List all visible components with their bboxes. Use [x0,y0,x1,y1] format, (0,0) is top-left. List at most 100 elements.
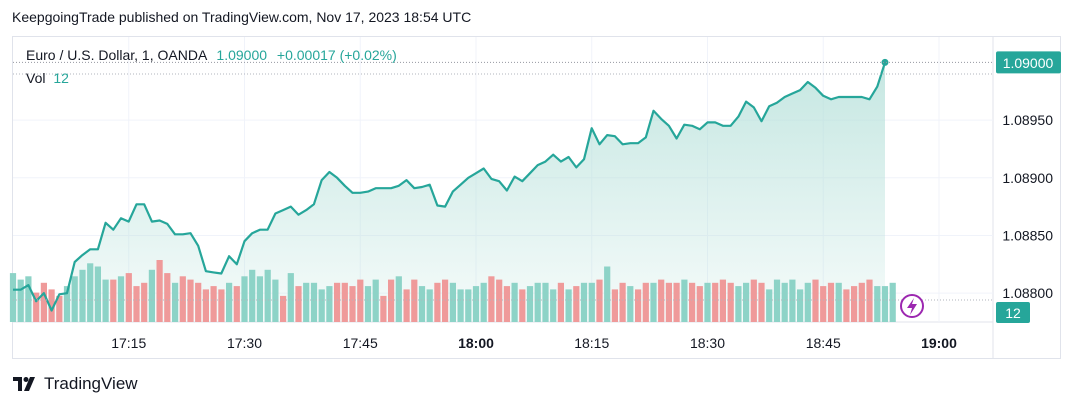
volume-bar [812,279,819,322]
volume-bar [580,282,588,322]
volume-bar [318,289,325,322]
last-price-tag-label: 1.09000 [1003,55,1054,71]
volume-bar [280,295,287,322]
x-tick-label: 18:30 [690,335,725,351]
volume-bar [781,282,788,322]
volume-bar [326,286,333,322]
volume-bar [79,269,86,322]
volume-bar [249,269,256,322]
volume-bar [357,279,364,322]
volume-bar [820,286,827,322]
volume-bar [565,289,572,322]
volume-bar [94,266,101,322]
volume-bar [434,282,441,322]
volume-bar [650,282,657,322]
y-tick-label: 1.08950 [1002,112,1053,128]
volume-bar [627,286,634,322]
volume-bar [48,289,55,322]
volume-bar [665,282,672,322]
volume-bar [210,286,217,322]
volume-bar [719,279,726,322]
volume-bar [187,279,194,322]
price-line [13,62,887,312]
volume-bar [642,282,649,322]
volume-legend-value: 12 [53,70,69,86]
symbol-title: Euro / U.S. Dollar, 1, OANDA [26,47,207,63]
volume-bar [125,273,132,322]
footer: TradingView [13,374,138,394]
volume-bar [789,279,796,322]
volume-bar [804,282,811,322]
volume-bar [233,286,240,322]
volume-bar [488,276,495,322]
volume-bar [442,279,449,322]
volume-bar [773,279,781,322]
volume-bar [727,282,734,322]
volume-bar [380,295,387,322]
volume-bar [526,286,534,322]
volume-bar [364,286,372,322]
volume-bar [9,273,17,322]
volume-bar [172,282,179,322]
x-tick-label: 17:45 [343,335,378,351]
last-volume-tag-label: 12 [1005,305,1021,321]
price-area [13,62,885,323]
x-tick-label: 18:45 [806,335,841,351]
volume-bar [264,269,271,322]
volume-bar [758,282,765,322]
volume-bar [411,279,418,322]
x-tick-label: 19:00 [921,335,957,351]
price-chart[interactable]: 1.08800 1.08850 1.08900 1.08950 1.09000 12 17:… [0,0,1090,370]
last-price-dot [881,58,889,66]
volume-bar [287,273,294,322]
last-volume-tag [996,302,1030,323]
chart-pane[interactable] [12,36,1061,359]
volume-bar [256,276,263,322]
volume-bar [241,276,248,322]
volume-bar [418,286,426,322]
volume-bar [33,292,40,322]
volume-bar [334,282,341,322]
volume-bar [858,282,865,322]
volume-bar [25,276,32,322]
volume-legend[interactable]: Vol 12 [26,70,69,86]
volume-bar [56,295,63,322]
volume-bar [712,282,719,322]
lightning-icon[interactable] [900,294,924,318]
volume-bar [110,279,117,322]
volume-bar [372,279,379,322]
volume-bar [534,282,541,322]
volume-bar [696,286,703,322]
volume-bar [133,286,140,322]
volume-bar [619,282,626,322]
volume-bar [689,282,696,322]
volume-bar [426,289,433,322]
publish-line: KeepgoingTrade published on TradingView.… [12,9,472,25]
volume-bar [889,282,896,322]
volume-bar [17,279,24,322]
volume-bar [295,286,302,322]
volume-legend-label: Vol [26,70,46,86]
last-price-tag [996,51,1061,74]
volume-bar [766,289,773,322]
symbol-legend[interactable]: Euro / U.S. Dollar, 1, OANDA 1.09000 +0.… [26,47,397,63]
volume-bar [596,279,603,322]
x-tick-label: 18:15 [574,335,609,351]
legend-last-price: 1.09000 [216,47,268,63]
volume-bar [835,282,842,322]
volume-bar [303,282,310,322]
lightning-icon-bolt [907,298,917,315]
footer-brand: TradingView [44,374,138,393]
volume-bar [179,276,186,322]
x-tick-label: 17:15 [111,335,146,351]
volume-bar [874,286,881,322]
volume-bar [272,279,279,322]
volume-bar [635,289,642,322]
volume-bar [457,289,464,322]
volume-bar [797,289,804,322]
volume-bar [349,286,356,322]
volume-bar [449,282,456,322]
volume-bar [403,289,410,322]
volume-bar [388,279,395,322]
volume-bar [202,289,209,322]
